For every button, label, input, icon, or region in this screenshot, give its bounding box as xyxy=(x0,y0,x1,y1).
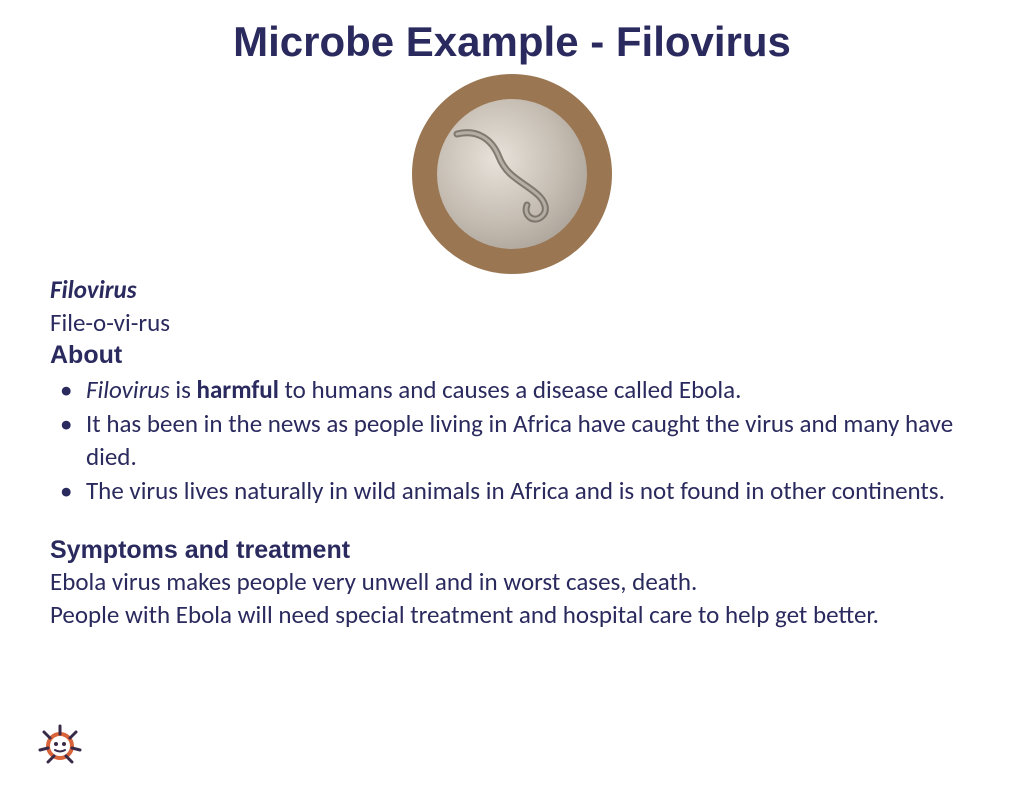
microbe-image xyxy=(437,99,587,249)
symptoms-line: Ebola virus makes people very unwell and… xyxy=(50,566,984,599)
microbe-image-ring xyxy=(412,74,612,274)
content-body: Filovirus File-o-vi-rus About Filovirus … xyxy=(0,274,1024,631)
list-item: The virus lives naturally in wild animal… xyxy=(50,475,984,508)
bold-text: harmful xyxy=(197,374,279,405)
microbe-logo-icon xyxy=(36,720,84,768)
about-list: Filovirus is harmful to humans and cause… xyxy=(50,374,984,508)
microbe-name: Filovirus xyxy=(50,274,984,307)
list-item: It has been in the news as people living… xyxy=(50,408,984,473)
italic-text: Filovirus xyxy=(86,374,170,405)
page-title: Microbe Example - Filovirus xyxy=(0,18,1024,66)
symptoms-line: People with Ebola will need special trea… xyxy=(50,599,984,632)
symptoms-heading: Symptoms and treatment xyxy=(50,534,984,567)
about-heading: About xyxy=(50,339,984,372)
list-item: Filovirus is harmful to humans and cause… xyxy=(50,374,984,407)
pronunciation: File-o-vi-rus xyxy=(50,307,984,340)
